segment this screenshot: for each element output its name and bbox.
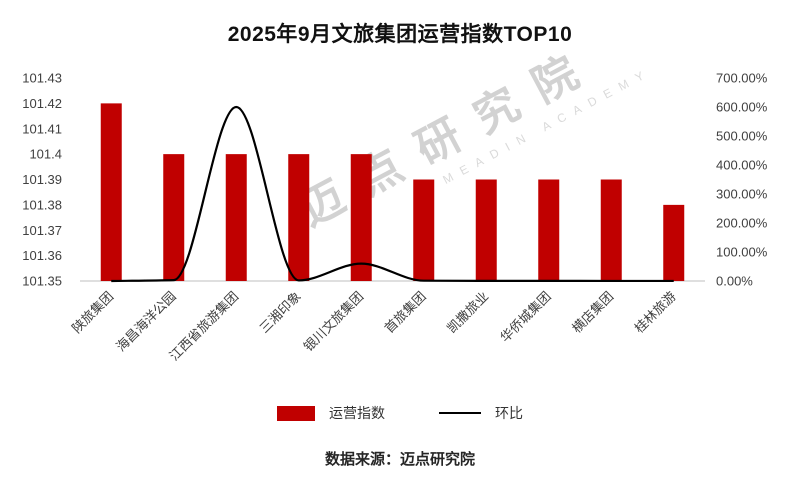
x-axis-label: 海昌海洋公园 [113,289,179,355]
right-axis-tick: 300.00% [716,187,768,202]
left-axis-tick: 101.43 [22,71,62,86]
trend-line [111,105,674,283]
legend-line-label: 环比 [495,405,523,421]
left-axis-tick: 101.38 [22,197,62,212]
x-axis-label: 银川文旅集团 [301,289,367,355]
bar [538,179,560,281]
chart-canvas: 101.43 101.42 101.41 101.4 101.39 101.38 101.3… [22,71,768,364]
right-axis-tick: 100.00% [716,245,768,260]
bar [163,154,185,281]
left-axis-tick: 101.35 [22,274,62,289]
right-axis-tick: 700.00% [716,71,768,86]
left-axis-tick: 101.39 [22,172,62,187]
x-axis-label: 陕旅集团 [69,289,116,336]
legend-line-swatch [439,412,481,414]
bar [413,179,435,281]
right-axis-tick: 0.00% [716,274,753,289]
chart-title: 2025年9月文旅集团运营指数TOP10 [227,23,573,46]
bar [663,204,685,281]
bar [350,154,372,281]
x-axis-label: 横店集团 [569,289,616,336]
bar [600,179,622,281]
x-axis-label: 凯撒旅业 [444,289,491,336]
bar [288,154,310,281]
right-axis-tick: 600.00% [716,100,768,115]
bar [225,154,247,281]
x-axis-label: 首旅集团 [381,289,428,336]
x-axis-label: 华侨城集团 [497,289,554,346]
bar [100,103,122,281]
legend: 运营指数 环比 [0,402,800,424]
right-axis-tick: 400.00% [716,158,768,173]
left-axis-tick: 101.36 [22,248,62,263]
legend-bar-label: 运营指数 [329,405,385,421]
data-source: 数据来源：迈点研究院 [324,451,475,468]
x-axis-label: 桂林旅游 [631,289,678,336]
x-axis-label: 三湘印象 [256,289,303,336]
left-axis-tick: 101.4 [29,147,62,162]
left-axis-tick: 101.42 [22,96,62,111]
bar [475,179,497,281]
legend-bar-swatch [277,405,315,421]
left-axis-tick: 101.41 [22,121,62,136]
right-axis-tick: 200.00% [716,216,768,231]
left-axis-tick: 101.37 [22,223,62,238]
right-axis-tick: 500.00% [716,129,768,144]
